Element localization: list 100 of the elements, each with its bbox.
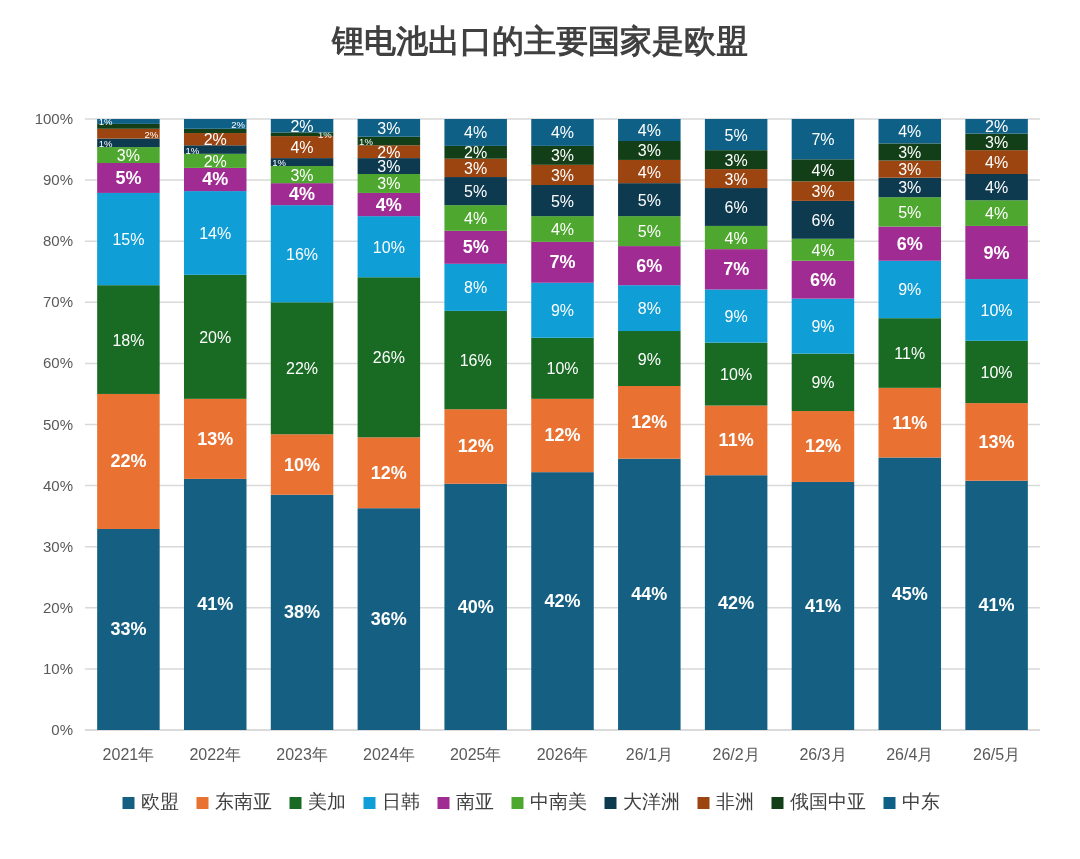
y-tick-label: 20% [42, 598, 73, 616]
bar [965, 340, 1028, 404]
data-label: 4% [985, 205, 1009, 223]
data-label: 7% [723, 259, 750, 280]
bar [183, 274, 247, 399]
bar [531, 119, 594, 146]
data-label: 1% [272, 157, 287, 169]
x-tick-label: 26/3月 [799, 746, 847, 763]
legend-label: 中南美 [529, 791, 587, 812]
bar [444, 483, 507, 730]
bar [965, 480, 1028, 730]
y-tick-label: 10% [42, 659, 73, 677]
data-label: 2% [203, 131, 227, 149]
bar [704, 342, 768, 406]
bar [183, 191, 247, 275]
x-tick-label: 26/1月 [625, 746, 673, 763]
x-tick-label: 2024年 [363, 746, 415, 763]
data-label: 41% [978, 595, 1015, 616]
data-label: 13% [978, 431, 1015, 452]
bar [444, 177, 507, 206]
data-label: 33% [110, 619, 147, 640]
data-label: 4% [985, 154, 1009, 172]
data-label: 5% [637, 191, 661, 209]
bar [965, 403, 1028, 481]
legend-label: 美加 [307, 791, 346, 812]
data-label: 6% [636, 255, 663, 276]
data-label: 3% [811, 183, 835, 201]
data-label: 5% [898, 203, 922, 221]
data-label: 18% [112, 331, 145, 349]
data-label: 1% [359, 136, 374, 147]
data-label: 4% [637, 163, 661, 181]
bar [97, 285, 160, 394]
data-label: 3% [290, 166, 314, 184]
bar [965, 150, 1028, 174]
bar [618, 246, 681, 286]
legend-label: 俄国中亚 [789, 791, 866, 812]
legend-label: 日韩 [381, 791, 420, 812]
data-label: 16% [459, 352, 492, 370]
bar [531, 282, 594, 338]
y-tick-label: 50% [42, 415, 73, 433]
data-label: 8% [637, 300, 661, 318]
data-label: 36% [370, 609, 407, 630]
bar [791, 298, 855, 354]
bar [878, 260, 942, 319]
y-tick-label: 0% [51, 721, 73, 738]
bar [531, 337, 594, 399]
bar [878, 387, 942, 458]
data-label: 9% [811, 318, 835, 336]
bar [618, 386, 681, 459]
data-label: 1% [98, 116, 113, 128]
data-label: 7% [549, 252, 576, 273]
data-label: 41% [804, 595, 841, 616]
legend-label: 中东 [901, 791, 940, 812]
data-label: 3% [116, 147, 140, 165]
bar [878, 197, 942, 227]
data-label: 4% [637, 122, 661, 139]
data-label: 11% [894, 345, 926, 363]
bar [97, 528, 160, 730]
data-label: 10% [980, 301, 1013, 319]
y-tick-label: 80% [42, 232, 73, 250]
bar [878, 457, 942, 730]
data-label: 6% [724, 198, 748, 216]
bar [183, 128, 247, 134]
data-label: 6% [809, 269, 836, 290]
bar [270, 302, 334, 435]
data-label: 41% [197, 594, 234, 615]
data-label: 3% [898, 161, 922, 179]
data-label: 10% [720, 366, 753, 384]
data-label: 2% [203, 152, 227, 170]
bar [270, 434, 334, 495]
bar [270, 494, 334, 730]
data-label: 6% [896, 233, 923, 254]
data-label: 2% [231, 118, 246, 130]
data-label: 13% [197, 428, 234, 449]
data-label: 11% [892, 412, 928, 433]
data-label: 2% [985, 118, 1009, 136]
bar [618, 183, 681, 217]
x-tick-label: 2023年 [276, 746, 328, 763]
data-label: 5% [464, 183, 488, 201]
data-label: 40% [457, 596, 494, 617]
data-label: 4% [811, 241, 835, 259]
x-tick-label: 2025年 [449, 746, 502, 763]
x-tick-label: 2022年 [189, 746, 242, 763]
data-label: 4% [202, 169, 229, 190]
data-label: 10% [980, 363, 1013, 381]
bar [97, 128, 160, 139]
bar [704, 119, 768, 151]
data-label: 12% [457, 436, 494, 457]
bar [444, 409, 507, 484]
data-label: 9% [898, 281, 922, 299]
bar [270, 205, 334, 303]
legend-label: 欧盟 [140, 791, 179, 812]
legend-label: 南亚 [455, 791, 494, 812]
data-label: 9% [983, 242, 1010, 263]
x-tick-label: 26/5月 [973, 746, 1021, 763]
y-tick-label: 100% [34, 110, 73, 127]
data-label: 14% [199, 224, 232, 242]
bar [704, 289, 768, 343]
bar [618, 458, 681, 730]
data-label: 4% [464, 124, 488, 142]
